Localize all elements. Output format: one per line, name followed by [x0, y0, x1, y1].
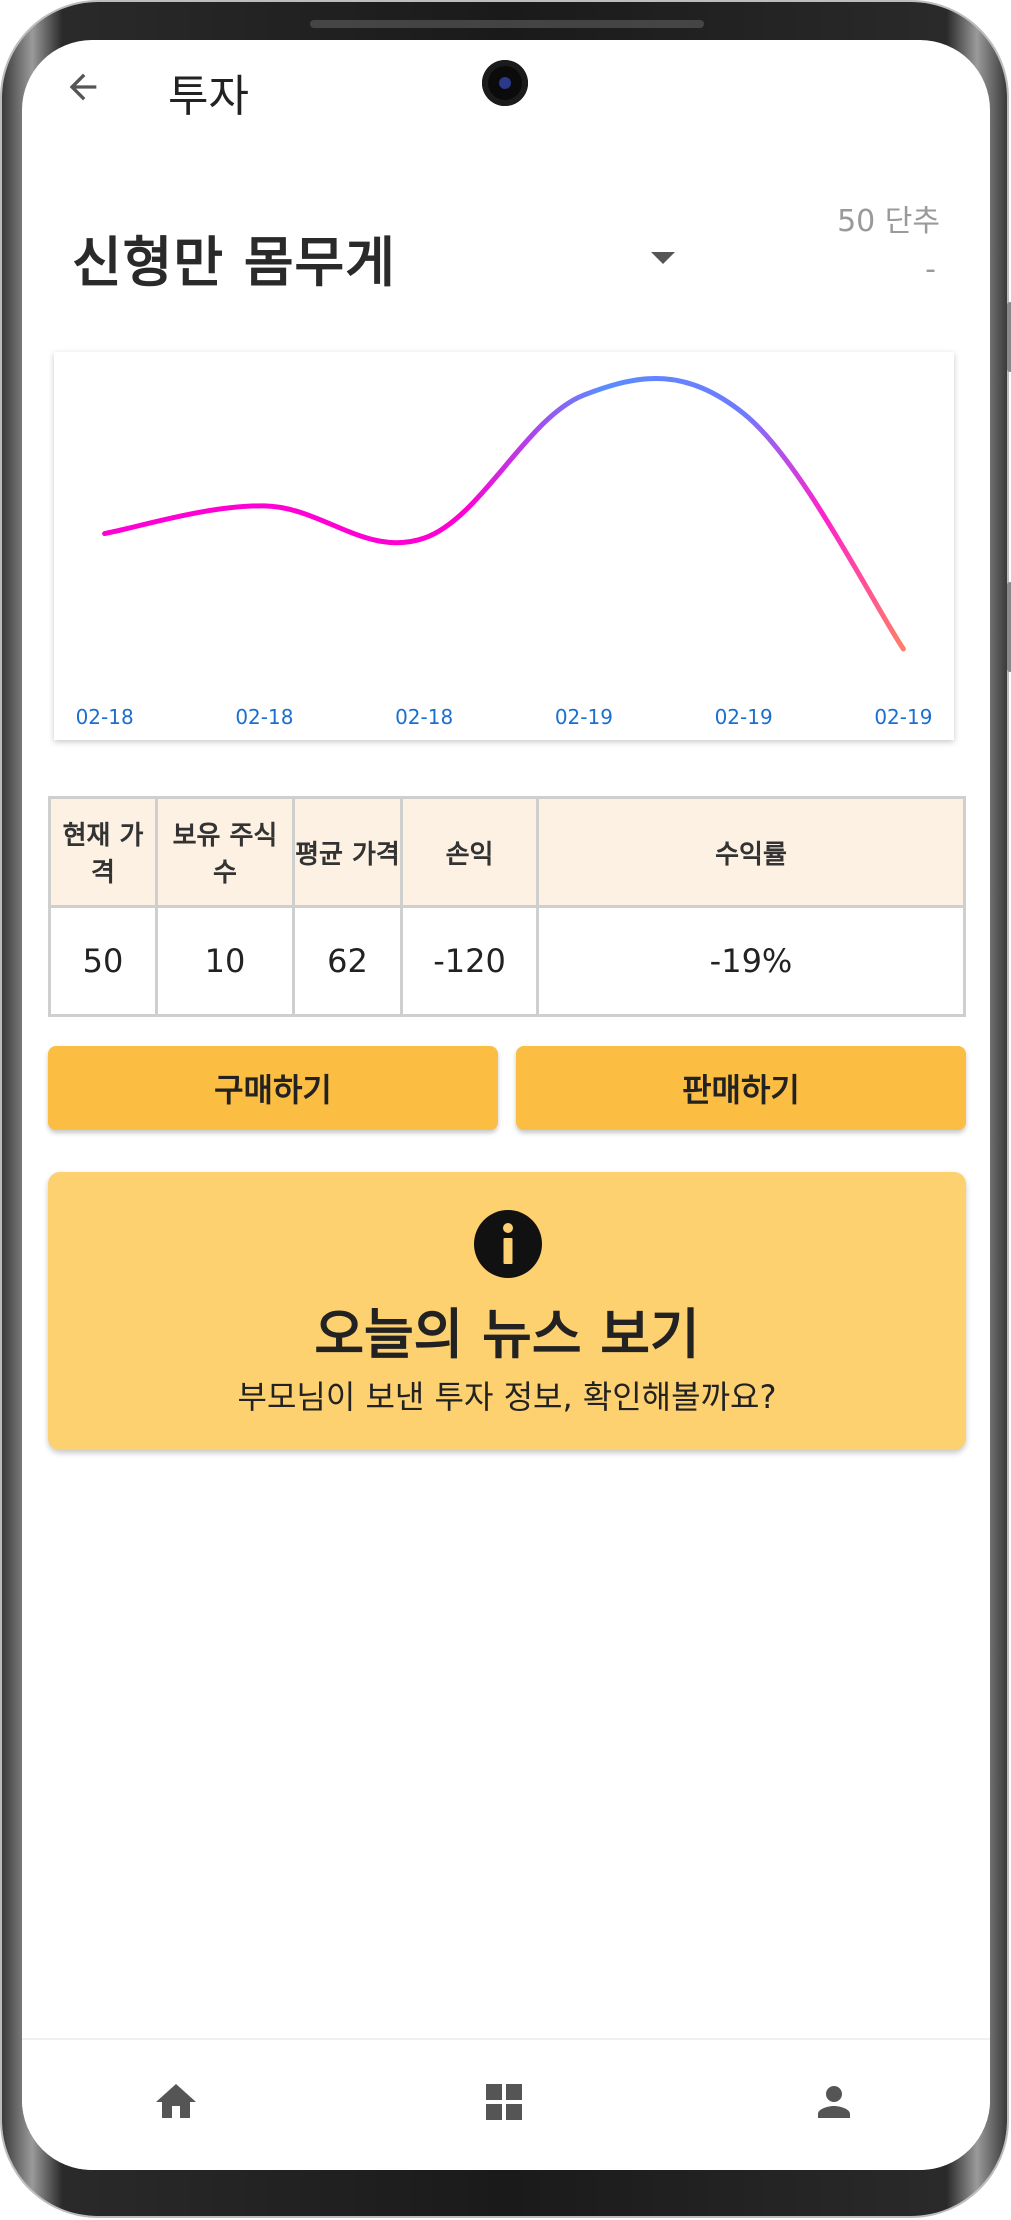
stock-name: 신형만 몸무게 — [72, 231, 396, 294]
stock-change: - — [925, 252, 936, 287]
stock-header: 신형만 몸무게 50 단추 - — [22, 170, 990, 300]
news-title: 오늘의 뉴스 보기 — [314, 1303, 700, 1366]
header-current-price: 현재 가격 — [48, 796, 158, 908]
x-tick-label: 02-19 — [715, 705, 773, 729]
chart-series-line — [102, 376, 906, 652]
x-tick-label: 02-19 — [555, 705, 613, 729]
stock-price: 50 단추 — [837, 204, 940, 239]
back-button[interactable] — [58, 62, 108, 112]
table-row: 50 10 62 -120 -19% — [48, 905, 966, 1017]
x-tick-label: 02-18 — [235, 705, 293, 729]
home-icon — [156, 2084, 196, 2118]
table-header-row: 현재 가격 보유 주식 수 평균 가격 손익 수익률 — [48, 796, 966, 908]
user-icon — [818, 2086, 850, 2118]
value-current-price: 50 — [48, 905, 158, 1017]
header-return-rate: 수익률 — [536, 796, 966, 908]
front-camera — [482, 60, 528, 106]
value-shares-held: 10 — [155, 905, 295, 1017]
grid-icon — [486, 2084, 522, 2120]
info-icon — [474, 1210, 542, 1278]
app-bar: 투자 — [22, 40, 990, 160]
sell-button[interactable]: 판매하기 — [516, 1046, 966, 1130]
nav-profile[interactable] — [806, 2074, 862, 2130]
stock-dropdown[interactable] — [648, 248, 678, 268]
price-chart-svg: 02-18 02-18 02-18 02-19 02-19 02-19 — [76, 376, 932, 729]
header-average-price: 평균 가격 — [292, 796, 403, 908]
news-card[interactable]: 오늘의 뉴스 보기 부모님이 보낸 투자 정보, 확인해볼까요? — [48, 1172, 966, 1450]
arrow-back-icon — [69, 73, 97, 101]
power-button — [1007, 582, 1011, 672]
x-tick-label: 02-19 — [874, 705, 932, 729]
price-chart: 02-18 02-18 02-18 02-19 02-19 02-19 — [54, 352, 954, 740]
caret-down-icon — [651, 252, 675, 264]
value-return-rate: -19% — [536, 905, 966, 1017]
news-subtitle: 부모님이 보낸 투자 정보, 확인해볼까요? — [237, 1378, 777, 1416]
value-average-price: 62 — [292, 905, 403, 1017]
holdings-table: 현재 가격 보유 주식 수 평균 가격 손익 수익률 50 10 62 -120… — [48, 796, 966, 1017]
bottom-navigation — [22, 2038, 990, 2170]
header-profit-loss: 손익 — [400, 796, 539, 908]
x-tick-label: 02-18 — [395, 705, 453, 729]
header-shares-held: 보유 주식 수 — [155, 796, 295, 908]
buy-button[interactable]: 구매하기 — [48, 1046, 498, 1130]
value-profit-loss: -120 — [400, 905, 539, 1017]
page-title: 투자 — [168, 71, 249, 122]
earpiece-speaker — [310, 20, 704, 28]
screen: 투자 신형만 몸무게 50 단추 - — [22, 40, 990, 2170]
x-tick-label: 02-18 — [76, 705, 134, 729]
nav-grid[interactable] — [476, 2074, 532, 2130]
volume-button — [1007, 302, 1011, 372]
nav-home[interactable] — [148, 2074, 204, 2130]
